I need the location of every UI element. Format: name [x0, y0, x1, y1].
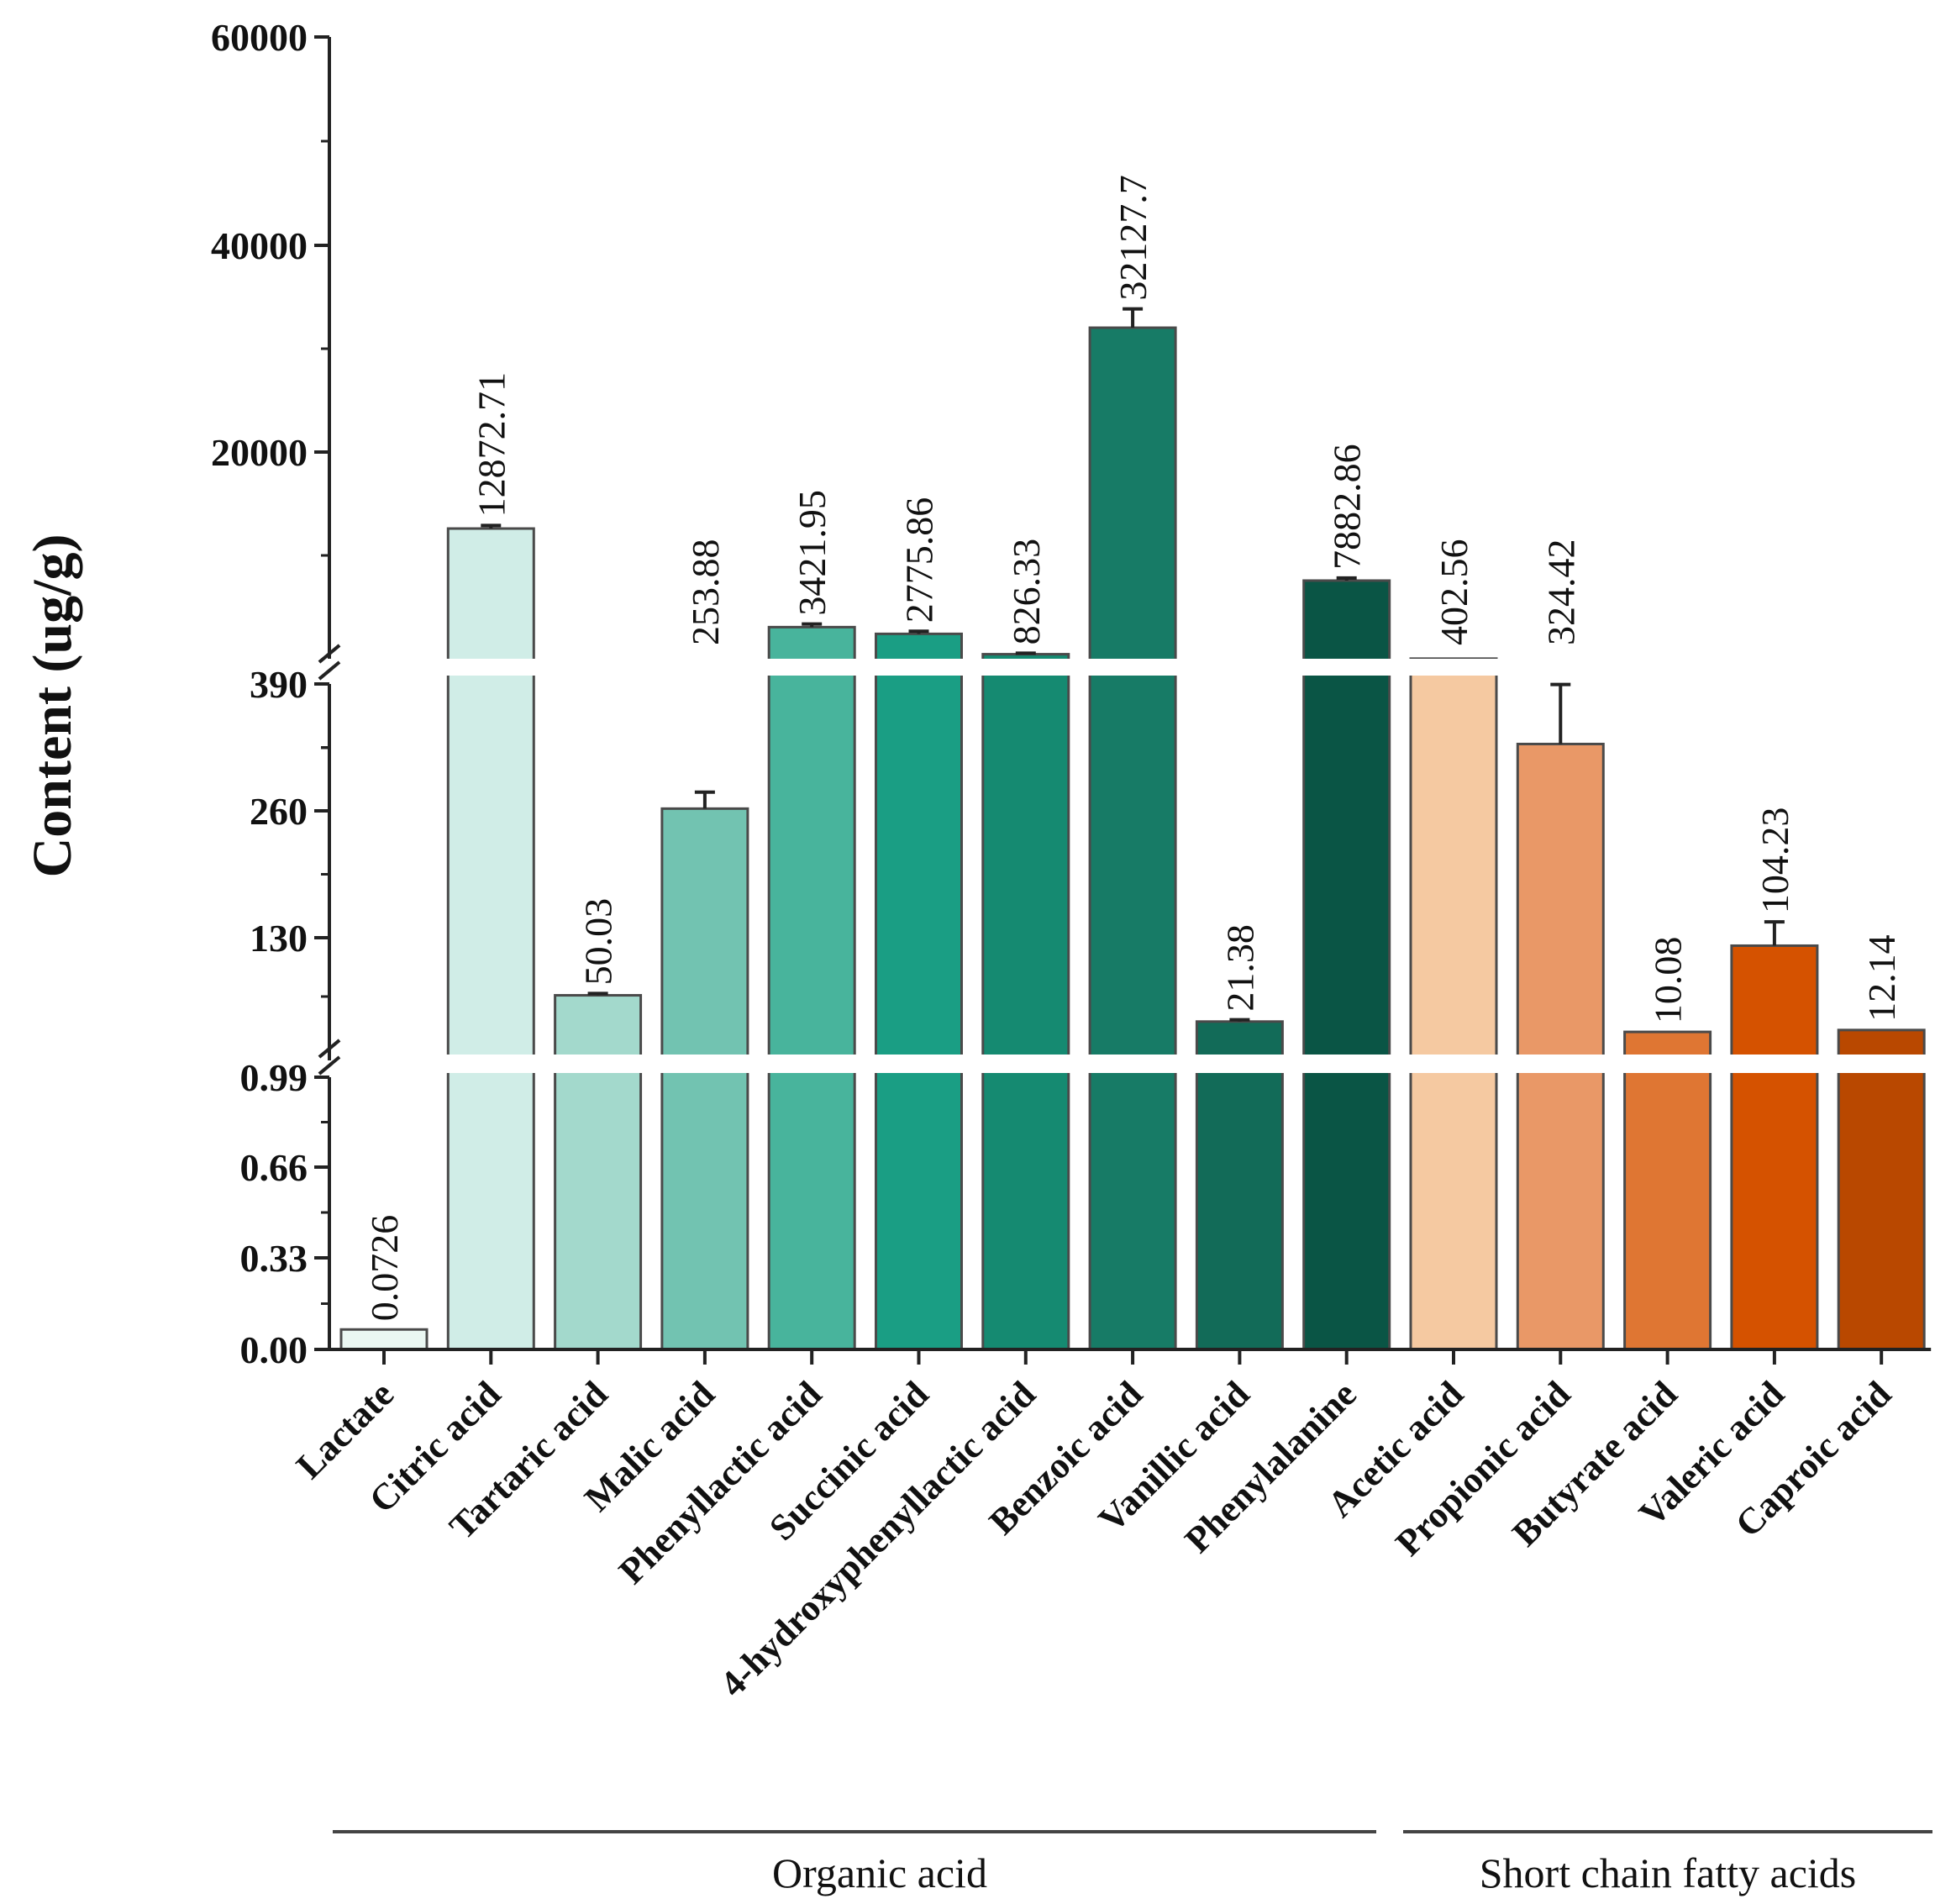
- x-tick-label: Phenyllactic acid: [611, 1373, 829, 1591]
- data-label: 253.88: [684, 539, 727, 646]
- axis-break-mark: [318, 1039, 341, 1059]
- bar-citric-acid: [446, 527, 535, 1351]
- group-label: Short chain fatty acids: [1480, 1849, 1857, 1896]
- bar-malic-acid: [660, 807, 749, 1351]
- axis-break-mark: [318, 1055, 341, 1076]
- y-axis-title: Content (ug/g): [22, 534, 83, 878]
- y-tick-label: 60000: [211, 16, 308, 59]
- bar-butyrate-acid: [1623, 1030, 1712, 1351]
- y-tick-label: 390: [250, 663, 308, 706]
- bar-vanillic-acid: [1195, 1020, 1284, 1351]
- data-label: 50.03: [577, 898, 620, 986]
- group-label: Organic acid: [772, 1849, 987, 1896]
- data-label: 7882.86: [1326, 444, 1369, 570]
- bar-succinic-acid: [875, 632, 963, 1351]
- bar-benzoic-acid: [1088, 326, 1177, 1351]
- bar-acetic-acid: [1409, 657, 1498, 1351]
- data-label: 12872.71: [470, 372, 513, 518]
- data-label: 12.14: [1860, 934, 1903, 1022]
- axis-break-mark: [318, 660, 341, 681]
- data-label: 324.42: [1539, 539, 1582, 646]
- y-tick-label: 40000: [211, 224, 308, 267]
- y-tick-label: 0.00: [240, 1328, 308, 1371]
- axis-break-band: [333, 1055, 1956, 1073]
- bar-phenyllactic-acid: [767, 625, 856, 1351]
- bar-lactate: [339, 1328, 429, 1351]
- y-tick-label: 0.66: [240, 1146, 308, 1189]
- data-label: 0.0726: [363, 1215, 406, 1322]
- y-tick-label: 130: [250, 917, 308, 960]
- data-label: 2775.86: [898, 497, 941, 623]
- bar-valeric-acid: [1730, 944, 1819, 1351]
- bar-phenylalanine: [1302, 579, 1391, 1351]
- data-label: 32127.7: [1112, 175, 1154, 301]
- y-tick-label: 0.99: [240, 1056, 308, 1099]
- data-label: 826.33: [1005, 539, 1048, 645]
- data-label: 3421.95: [791, 490, 833, 615]
- data-label: 402.56: [1433, 539, 1475, 646]
- data-label: 10.08: [1647, 937, 1690, 1024]
- data-label: 104.23: [1754, 807, 1796, 914]
- y-tick-label: 0.33: [240, 1237, 308, 1280]
- bar-propionic-acid: [1516, 742, 1605, 1351]
- y-tick-label: 20000: [211, 431, 308, 474]
- bar-tartaric-acid: [554, 994, 643, 1351]
- axis-break-mark: [318, 644, 341, 664]
- bar-4-hydroxyphenyllactic-acid: [981, 653, 1070, 1351]
- bar-caproic-acid: [1837, 1028, 1926, 1351]
- axis-break-band: [333, 659, 1956, 676]
- y-tick-label: 260: [250, 790, 308, 833]
- data-label: 21.38: [1218, 924, 1261, 1012]
